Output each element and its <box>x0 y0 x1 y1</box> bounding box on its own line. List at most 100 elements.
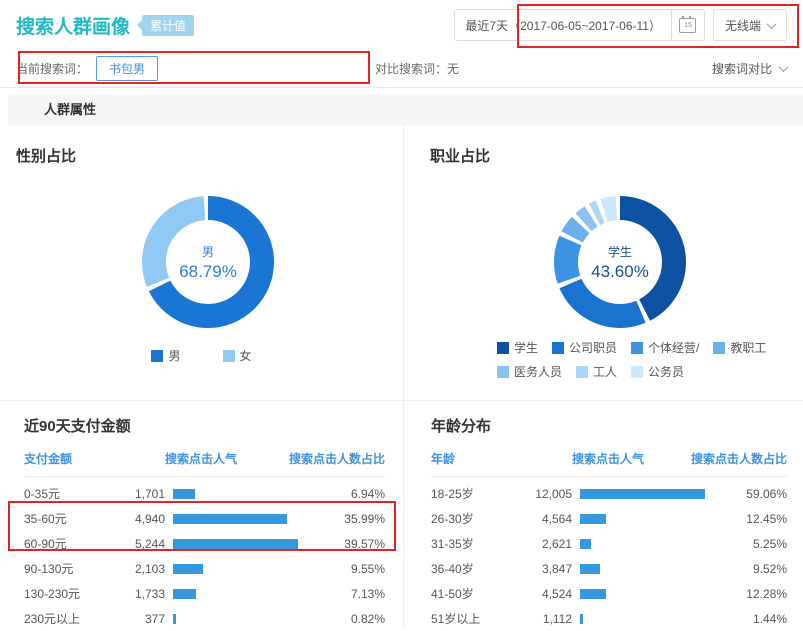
table-row: 60-90元 5,244 39.57% <box>24 531 385 556</box>
legend-item-公务员[interactable]: 公务员 <box>631 363 684 380</box>
row-label: 130-230元 <box>24 587 81 601</box>
row-percentage: 35.99% <box>344 511 385 526</box>
device-dropdown[interactable]: 无线端 <box>712 9 787 41</box>
row-bar-cell <box>572 613 710 624</box>
top-bar: 搜索人群画像 累计值 最近7天（2017-06-05~2017-06-11） 1… <box>0 0 803 50</box>
gender-legend: 男女 <box>0 347 403 364</box>
row-percentage: 7.13% <box>350 586 385 601</box>
row-label: 31-35岁 <box>431 537 474 551</box>
table-row: 36-40岁 3,847 9.52% <box>431 556 787 581</box>
device-label: 无线端 <box>724 18 761 33</box>
search-term-chip[interactable]: 书包男 <box>96 56 159 81</box>
popularity-bar <box>580 513 607 524</box>
row-value: 4,940 <box>134 511 165 526</box>
tables-row: 近90天支付金额 支付金额 搜索点击人气 搜索点击人数占比 0-35元 1,701… <box>0 401 803 629</box>
popularity-bar <box>580 538 592 549</box>
gender-donut-svg[interactable] <box>128 182 288 342</box>
popularity-bar <box>173 488 195 499</box>
donut-segment-男[interactable] <box>142 196 274 328</box>
legend-item-公司职员[interactable]: 公司职员 <box>552 339 617 356</box>
row-label: 60-90元 <box>24 537 67 551</box>
legend-item-个体经营/[interactable]: 个体经营/ <box>631 339 699 356</box>
row-value: 1,701 <box>134 486 165 501</box>
row-bar-cell <box>572 588 710 599</box>
row-bar-cell <box>165 538 303 549</box>
row-percentage: 9.55% <box>350 561 385 576</box>
row-percentage: 39.57% <box>344 536 385 551</box>
row-value: 1,733 <box>134 586 165 601</box>
section-header-audience-attributes: 人群属性 <box>8 95 803 125</box>
legend-item-学生[interactable]: 学生 <box>497 339 538 356</box>
row-bar-cell <box>165 563 303 574</box>
table-row: 31-35岁 2,621 5.25% <box>431 531 787 556</box>
row-value: 12,005 <box>535 486 572 501</box>
donut-segment-个体经营/[interactable] <box>554 196 686 328</box>
cumulative-value-badge: 累计值 <box>137 14 195 36</box>
legend-swatch-icon <box>497 365 509 378</box>
date-range-picker[interactable]: 最近7天（2017-06-05~2017-06-11） 15 <box>454 9 705 41</box>
table-row: 230元以上 377 0.82% <box>24 606 385 631</box>
row-percentage: 1.44% <box>752 611 787 626</box>
legend-swatch-icon <box>713 341 726 354</box>
row-value: 2,621 <box>541 536 572 551</box>
current-search-label: 当前搜索词： <box>16 62 89 76</box>
row-bar-cell <box>165 588 303 599</box>
popularity-bar <box>580 563 601 574</box>
chevron-down-icon <box>766 18 777 29</box>
age-table-title: 年龄分布 <box>431 418 492 435</box>
occupation-legend: 学生 公司职员 个体经营/教职工医务人员 工人 公务员 <box>497 339 802 380</box>
compare-search-text: 对比搜索词：无 <box>375 62 460 76</box>
row-percentage: 9.52% <box>752 561 787 576</box>
donut-segment-公司职员[interactable] <box>554 196 686 328</box>
page-title: 搜索人群画像 <box>16 16 131 38</box>
legend-label: 男 <box>168 349 181 363</box>
donut-segment-学生[interactable] <box>554 196 686 328</box>
legend-item-医务人员[interactable]: 医务人员 <box>497 363 562 380</box>
legend-item-女[interactable]: 女 <box>222 347 252 364</box>
table-row: 26-30岁 4,564 12.45% <box>431 506 787 531</box>
gender-chart-title: 性别占比 <box>16 148 77 165</box>
table-row: 51岁以上 1,112 1.44% <box>431 606 787 631</box>
legend-label: 公司职员 <box>569 341 618 355</box>
popularity-bar <box>173 538 298 549</box>
table-row: 90-130元 2,103 9.55% <box>24 556 385 581</box>
age-table-panel: 年龄分布 年龄 搜索点击人气 搜索点击人数占比 18-25岁 12,005 59.0… <box>403 401 803 629</box>
row-value: 4,524 <box>541 586 572 601</box>
row-value: 2,103 <box>134 561 165 576</box>
row-label: 35-60元 <box>24 512 67 526</box>
gender-donut-chart[interactable]: 男 68.79% <box>128 182 288 342</box>
legend-item-工人[interactable]: 工人 <box>576 363 617 380</box>
row-value: 5,244 <box>134 536 165 551</box>
table-row: 41-50岁 4,524 12.28% <box>431 581 787 606</box>
legend-label: 工人 <box>593 365 618 379</box>
calendar-button[interactable]: 15 <box>670 10 704 40</box>
occupation-donut-svg[interactable] <box>540 182 700 342</box>
payment-table-header: 支付金额 搜索点击人气 搜索点击人数占比 <box>24 450 385 477</box>
vertical-divider <box>403 125 404 400</box>
legend-swatch-icon <box>552 341 565 354</box>
table-row: 130-230元 1,733 7.13% <box>24 581 385 606</box>
legend-swatch-icon <box>631 365 644 378</box>
legend-swatch-icon <box>631 341 644 354</box>
donut-segment-女[interactable] <box>142 196 274 328</box>
legend-swatch-icon <box>222 349 235 362</box>
search-filter-bar: 当前搜索词： 书包男 对比搜索词：无 搜索词对比 <box>0 50 803 88</box>
row-label: 230元以上 <box>24 612 81 626</box>
legend-item-教职工[interactable]: 教职工 <box>713 339 766 356</box>
row-bar-cell <box>165 613 303 624</box>
row-label: 36-40岁 <box>431 562 474 576</box>
charts-row: 性别占比 男 68.79% 男女 职业占比 学生 43.60% 学生 公司职员 个体… <box>0 125 803 401</box>
age-table-body: 18-25岁 12,005 59.06% 26-30岁 4,564 12.45% 31-35… <box>431 481 787 631</box>
row-percentage: 12.45% <box>746 511 787 526</box>
popularity-bar <box>173 613 176 624</box>
payment-table-body: 0-35元 1,701 6.94% 35-60元 4,940 35.99% 60-90元 5,… <box>24 481 385 631</box>
row-percentage: 0.82% <box>350 611 385 626</box>
search-term-compare-toggle[interactable]: 搜索词对比 <box>712 60 789 77</box>
occupation-donut-chart[interactable]: 学生 43.60% <box>540 182 700 342</box>
popularity-bar <box>580 613 583 624</box>
row-bar-cell <box>165 513 303 524</box>
legend-label: 教职工 <box>730 341 767 355</box>
row-label: 26-30岁 <box>431 512 474 526</box>
row-value: 3,847 <box>541 561 572 576</box>
legend-item-男[interactable]: 男 <box>151 347 181 364</box>
